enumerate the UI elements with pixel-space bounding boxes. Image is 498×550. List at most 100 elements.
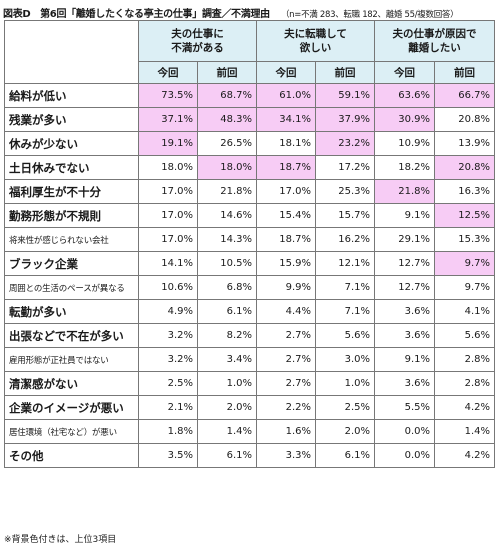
value-cell: 5.6% <box>315 323 375 348</box>
value-cell: 14.3% <box>197 227 257 252</box>
title-row: 図表D 第6回「離婚したくなる亭主の仕事」調査／不満理由 （n=不満 283、転… <box>3 2 495 20</box>
group-header-row: 夫の仕事に 不満がある 夫に転職して 欲しい 夫の仕事が原因で 離婚したい <box>4 20 495 84</box>
row-label: その他 <box>4 443 139 468</box>
value-cell: 10.6% <box>138 275 198 300</box>
value-cell: 3.6% <box>374 371 435 396</box>
value-cell: 9.7% <box>434 275 495 300</box>
value-cell: 17.0% <box>138 203 198 228</box>
value-cell: 18.0% <box>138 155 198 180</box>
value-cell: 2.0% <box>197 395 257 420</box>
value-cell: 4.1% <box>434 299 495 324</box>
value-cell: 2.0% <box>315 419 375 444</box>
row-label: 転勤が多い <box>4 299 139 324</box>
group-label-line1: 夫に転職して <box>284 28 347 40</box>
value-cell: 9.1% <box>374 347 435 372</box>
sample-size-note: （n=不満 283、転職 182、離婚 55/複数回答） <box>280 10 459 20</box>
table-body: 給料が低い 73.5% 68.7% 61.0% 59.1% 63.6% 66.7% 残業が多い… <box>4 83 495 468</box>
group-header-divorce: 夫の仕事が原因で 離婚したい <box>374 20 495 62</box>
value-cell: 26.5% <box>197 131 257 156</box>
column-header-previous: 前回 <box>434 61 495 84</box>
value-cell: 23.2% <box>315 131 375 156</box>
table-row: 土日休みでない 18.0% 18.0% 18.7% 17.2% 18.2% 20.8% <box>4 155 495 180</box>
value-cell: 1.6% <box>256 419 316 444</box>
value-cell: 18.2% <box>374 155 435 180</box>
value-cell: 2.5% <box>315 395 375 420</box>
value-cell: 14.1% <box>138 251 198 276</box>
row-label: 土日休みでない <box>4 155 139 180</box>
value-cell: 21.8% <box>197 179 257 204</box>
value-cell: 6.8% <box>197 275 257 300</box>
value-cell: 12.1% <box>315 251 375 276</box>
value-cell: 18.0% <box>197 155 257 180</box>
value-cell: 3.3% <box>256 443 316 468</box>
row-label: 勤務形態が不規則 <box>4 203 139 228</box>
table-row: 勤務形態が不規則 17.0% 14.6% 15.4% 15.7% 9.1% 12.5% <box>4 203 495 228</box>
row-label: 居住環境（社宅など）が悪い <box>4 419 139 444</box>
value-cell: 13.9% <box>434 131 495 156</box>
value-cell: 6.1% <box>197 299 257 324</box>
value-cell: 7.1% <box>315 275 375 300</box>
row-label: 福利厚生が不十分 <box>4 179 139 204</box>
table-row: 将来性が感じられない会社 17.0% 14.3% 18.7% 16.2% 29.1% 15.… <box>4 227 495 252</box>
survey-table: 夫の仕事に 不満がある 夫に転職して 欲しい 夫の仕事が原因で 離婚したい 今回… <box>4 20 495 468</box>
value-cell: 63.6% <box>374 83 435 108</box>
value-cell: 1.0% <box>315 371 375 396</box>
row-label: 周囲との生活のペースが異なる <box>4 275 139 300</box>
value-cell: 30.9% <box>374 107 435 132</box>
group-label-line2: 欲しい <box>299 42 332 54</box>
value-cell: 2.5% <box>138 371 198 396</box>
table-row: 周囲との生活のペースが異なる 10.6% 6.8% 9.9% 7.1% 12.7% 9.7% <box>4 275 495 300</box>
group-label-line2: 離婚したい <box>408 42 461 54</box>
group-label-line1: 夫の仕事が原因で <box>392 28 477 40</box>
table-row: 出張などで不在が多い 3.2% 8.2% 2.7% 5.6% 3.6% 5.6% <box>4 323 495 348</box>
value-cell: 12.7% <box>374 275 435 300</box>
corner-cell <box>4 20 139 84</box>
value-cell: 9.7% <box>434 251 495 276</box>
group-header-job-change: 夫に転職して 欲しい <box>256 20 375 62</box>
value-cell: 25.3% <box>315 179 375 204</box>
row-label: 残業が多い <box>4 107 139 132</box>
value-cell: 0.0% <box>374 419 435 444</box>
value-cell: 8.2% <box>197 323 257 348</box>
value-cell: 17.0% <box>138 179 198 204</box>
value-cell: 1.8% <box>138 419 198 444</box>
table-row: 福利厚生が不十分 17.0% 21.8% 17.0% 25.3% 21.8% 16.3% <box>4 179 495 204</box>
value-cell: 29.1% <box>374 227 435 252</box>
column-header-current: 今回 <box>374 61 435 84</box>
row-label: 将来性が感じられない会社 <box>4 227 139 252</box>
value-cell: 48.3% <box>197 107 257 132</box>
value-cell: 7.1% <box>315 299 375 324</box>
value-cell: 17.0% <box>256 179 316 204</box>
table-row: 残業が多い 37.1% 48.3% 34.1% 37.9% 30.9% 20.8% <box>4 107 495 132</box>
table-row: 居住環境（社宅など）が悪い 1.8% 1.4% 1.6% 2.0% 0.0% 1.4% <box>4 419 495 444</box>
value-cell: 3.6% <box>374 299 435 324</box>
value-cell: 2.7% <box>256 323 316 348</box>
value-cell: 1.0% <box>197 371 257 396</box>
group-header-dissatisfied: 夫の仕事に 不満がある <box>138 20 257 62</box>
value-cell: 37.9% <box>315 107 375 132</box>
value-cell: 2.7% <box>256 371 316 396</box>
value-cell: 5.6% <box>434 323 495 348</box>
value-cell: 6.1% <box>197 443 257 468</box>
row-label: 雇用形態が正社員ではない <box>4 347 139 372</box>
footnote: ※背景色付きは、上位3項目 <box>4 535 117 545</box>
value-cell: 14.6% <box>197 203 257 228</box>
table-row: 清潔感がない 2.5% 1.0% 2.7% 1.0% 3.6% 2.8% <box>4 371 495 396</box>
value-cell: 15.4% <box>256 203 316 228</box>
value-cell: 9.1% <box>374 203 435 228</box>
value-cell: 2.2% <box>256 395 316 420</box>
value-cell: 3.6% <box>374 323 435 348</box>
value-cell: 1.4% <box>197 419 257 444</box>
value-cell: 37.1% <box>138 107 198 132</box>
value-cell: 3.0% <box>315 347 375 372</box>
value-cell: 2.8% <box>434 371 495 396</box>
value-cell: 3.2% <box>138 347 198 372</box>
value-cell: 18.7% <box>256 155 316 180</box>
value-cell: 4.2% <box>434 395 495 420</box>
table-row: 企業のイメージが悪い 2.1% 2.0% 2.2% 2.5% 5.5% 4.2% <box>4 395 495 420</box>
value-cell: 17.0% <box>138 227 198 252</box>
value-cell: 10.5% <box>197 251 257 276</box>
value-cell: 16.3% <box>434 179 495 204</box>
value-cell: 15.3% <box>434 227 495 252</box>
column-header-previous: 前回 <box>197 61 257 84</box>
